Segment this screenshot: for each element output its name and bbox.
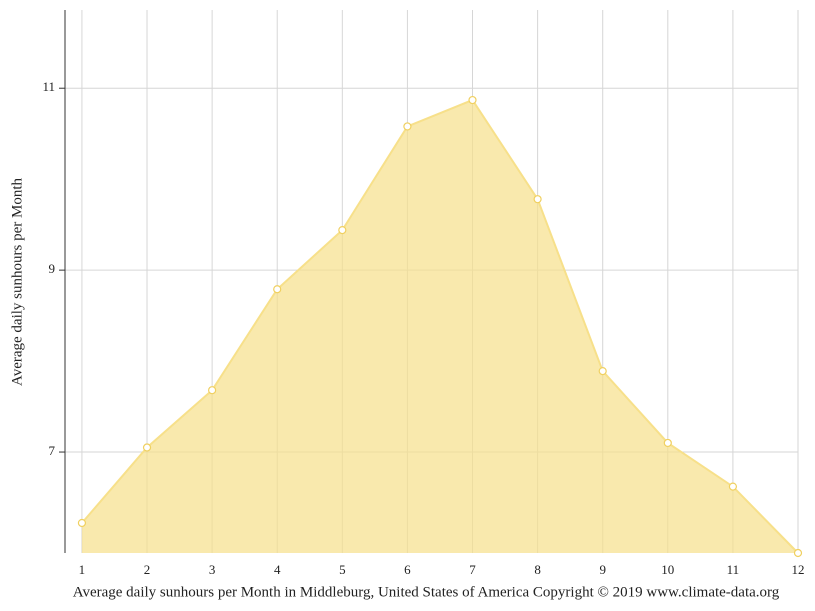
point: [793, 548, 803, 558]
point: [598, 366, 607, 376]
x-tick-label: 3: [209, 562, 216, 577]
point: [77, 518, 87, 528]
point: [663, 438, 672, 448]
point: [533, 195, 542, 204]
x-tick-label: 9: [599, 562, 606, 577]
line: [81, 98, 799, 554]
y-axis-label: Average daily sunhours per Month: [9, 178, 25, 387]
x-tick-label: 4: [274, 562, 281, 577]
point: [728, 482, 738, 491]
x-tick-label: 5: [339, 562, 346, 577]
point: [208, 386, 217, 395]
y-tick-label: 9: [49, 261, 56, 276]
point: [403, 122, 412, 131]
point: [142, 443, 152, 452]
point: [468, 95, 477, 105]
x-tick-label: 1: [79, 562, 86, 577]
x-tick-label: 8: [534, 562, 541, 577]
y-tick-label: 7: [49, 443, 56, 458]
point: [338, 226, 347, 235]
point: [273, 285, 282, 294]
x-axis-label: Average daily sunhours per Month in Midd…: [73, 584, 780, 600]
x-tick-label: 12: [792, 562, 805, 577]
x-tick-label: 6: [404, 562, 411, 577]
y-tick-label: 11: [42, 79, 55, 94]
x-tick-label: 2: [144, 562, 151, 577]
x-tick-label: 10: [661, 562, 674, 577]
x-tick-label: 7: [469, 562, 476, 577]
area: [81, 100, 798, 553]
x-tick-label: 11: [727, 562, 740, 577]
